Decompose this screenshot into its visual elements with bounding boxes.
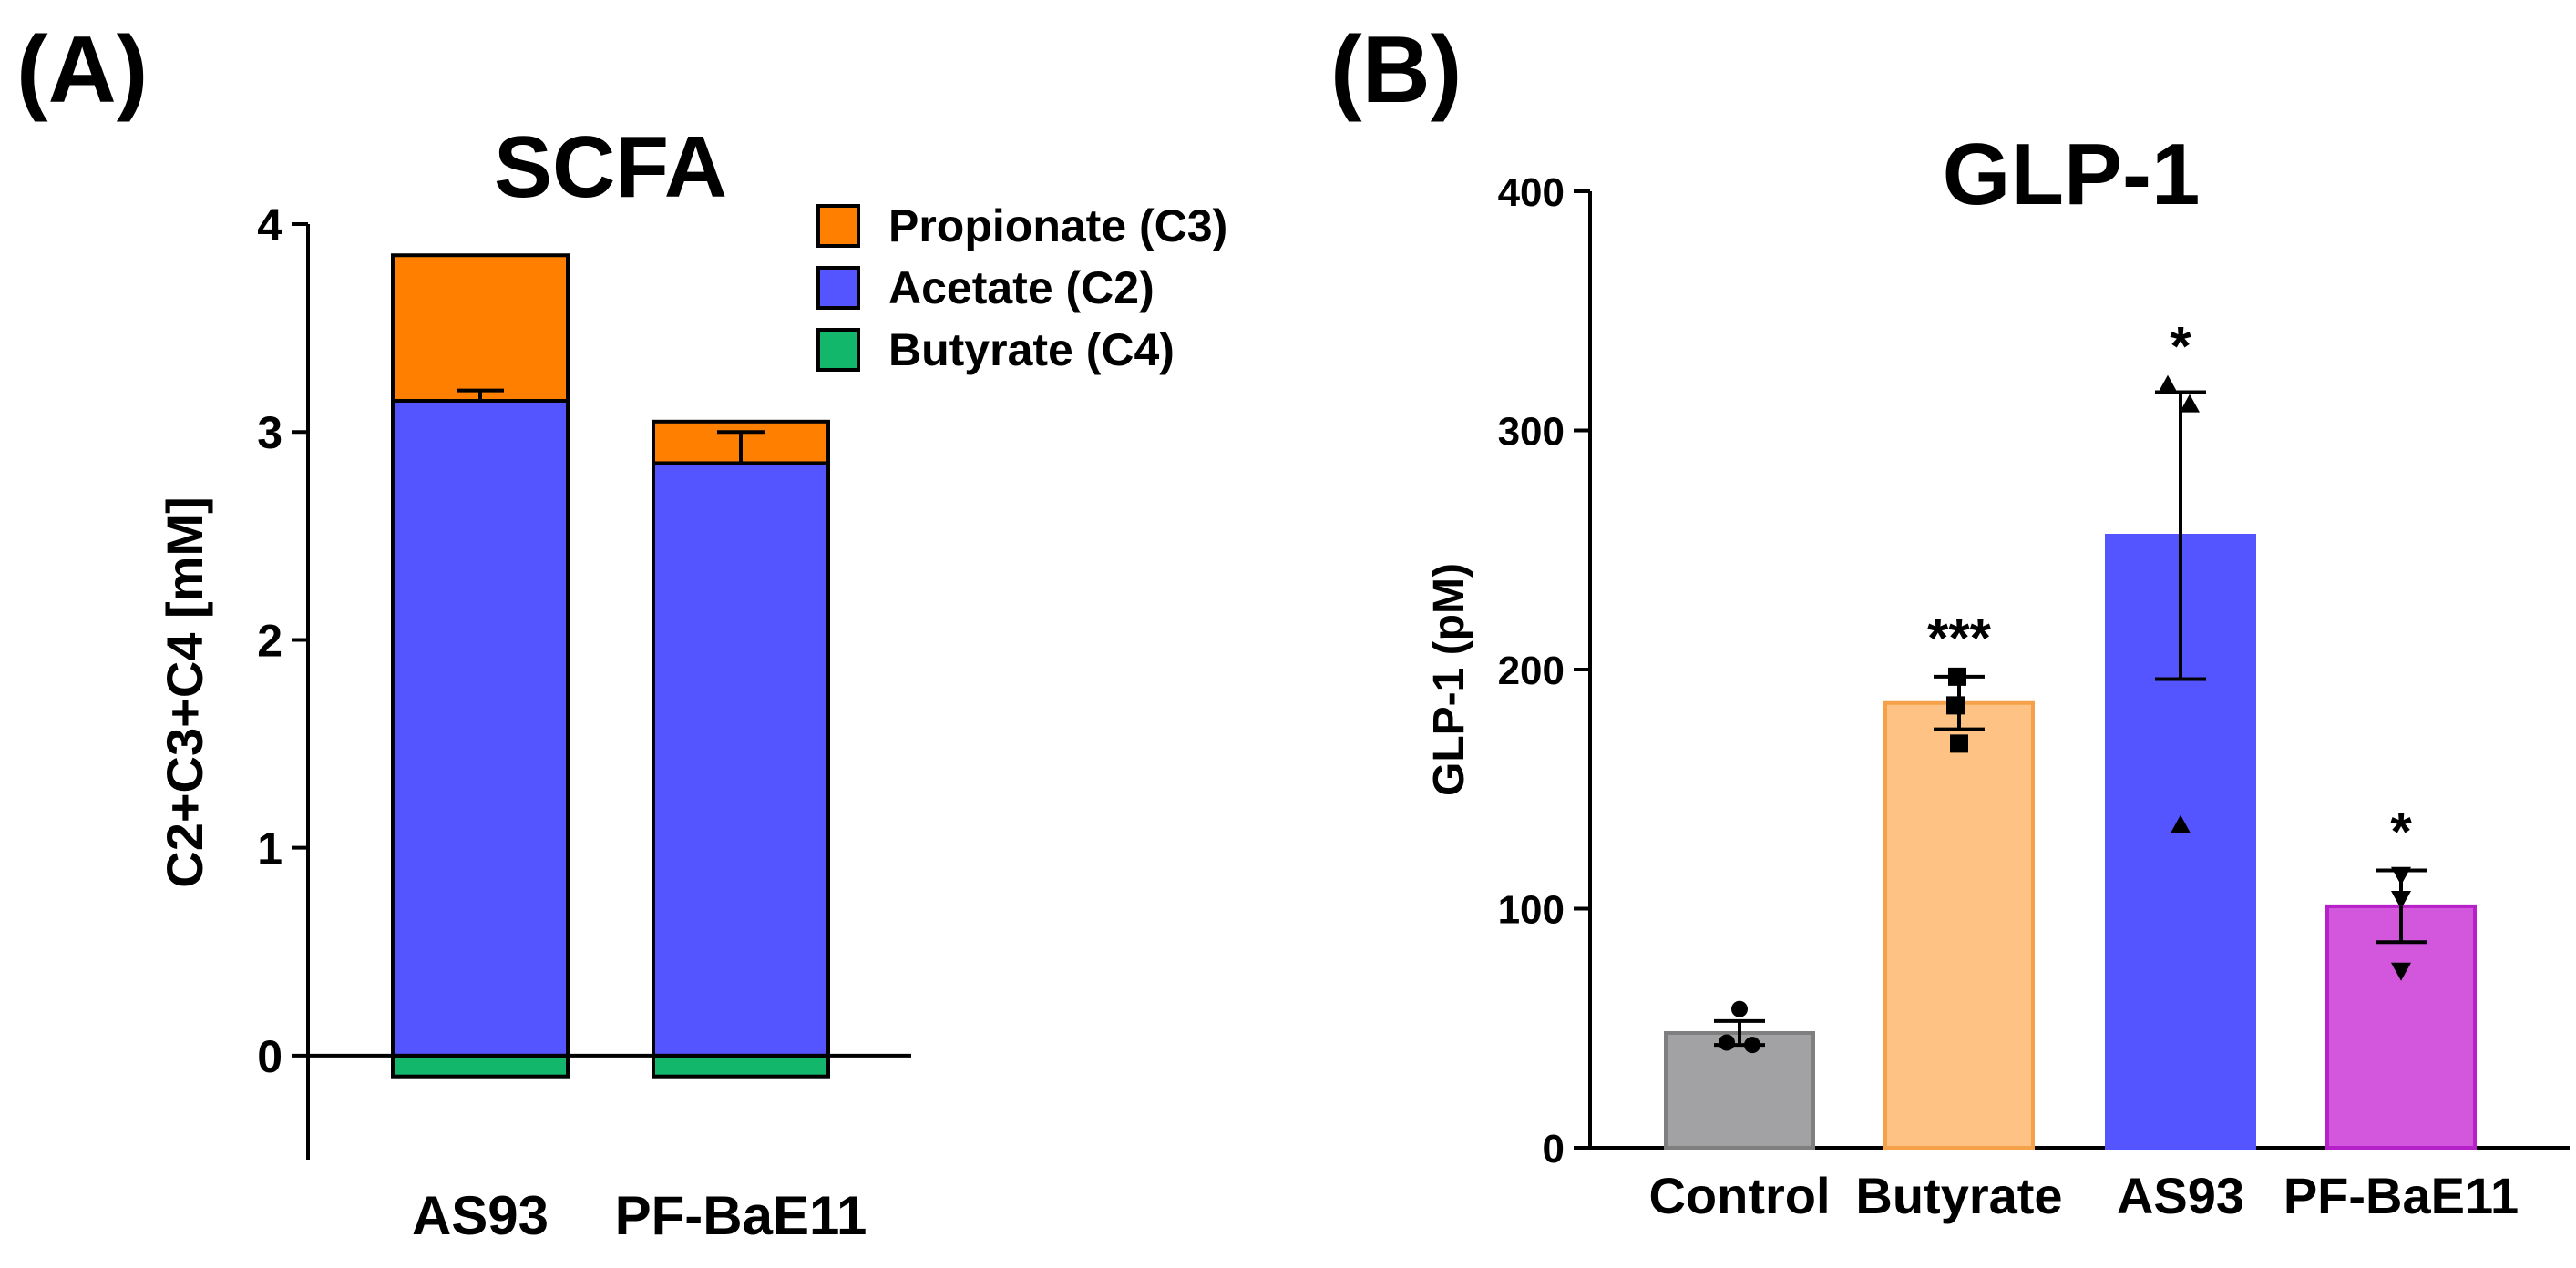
panel-a-bar-segment [652, 461, 830, 1058]
panel-b-data-point [2391, 866, 2411, 885]
panel-b-x-tick-label: Control [1648, 1167, 1830, 1224]
panel-b-x-tick-label: PF-BaE11 [2284, 1167, 2519, 1224]
panel-a-legend-swatch [816, 266, 860, 310]
panel-a-chart: SCFA C2+C3+C4 [mM] Propionate (C3) Acetat… [156, 118, 1227, 1246]
panel-a-legend-label: Propionate (C3) [888, 200, 1227, 251]
panel-b-data-point [1948, 667, 1966, 686]
panel-b-data-point [2391, 891, 2411, 909]
panel-b-bar [2325, 904, 2477, 1150]
panel-b-data-point [2171, 814, 2191, 833]
panel-b-title: GLP-1 [1943, 126, 2201, 223]
panel-a-y-tick-label: 0 [257, 1031, 282, 1082]
panel-b-data-point [1950, 734, 1968, 753]
panel-a-legend: Propionate (C3) Acetate (C2) Butyrate (C4) [816, 200, 1227, 375]
panel-b-data-point [1744, 1037, 1760, 1054]
panel-a-y-tick-label: 3 [257, 407, 282, 458]
panel-b-significance-marker: * [2390, 802, 2412, 863]
panel-b-data-point [2180, 394, 2200, 413]
panel-a-title: SCFA [494, 118, 727, 216]
panel-b-y-tick-label: 400 [1498, 170, 1565, 215]
panel-b-label: (B) [1330, 17, 1462, 123]
panel-b-y-axis-label: GLP-1 (pM) [1425, 563, 1473, 796]
panel-a-bar-segment [391, 398, 570, 1058]
panel-a-bar-segment [391, 253, 570, 403]
panel-a-y-tick-label: 4 [257, 199, 282, 251]
panel-b-bar [1883, 700, 2035, 1150]
panel-a-y-axis-label: C2+C3+C4 [mM] [156, 496, 213, 887]
panel-b-data-point [1946, 696, 1965, 715]
panel-b-data-point [1719, 1034, 1735, 1051]
panel-a-x-tick-label: PF-BaE11 [615, 1185, 867, 1246]
panel-b-data-point [1731, 1000, 1748, 1017]
panel-b-y-tick-label: 100 [1498, 888, 1565, 933]
panel-b-y-tick-label: 200 [1498, 649, 1565, 693]
panel-b-x-tick-label: AS93 [2117, 1167, 2244, 1224]
panel-a-legend-swatch [816, 328, 860, 372]
panel-b-data-point [2391, 962, 2411, 981]
panel-a-label: (A) [16, 17, 148, 123]
panel-b-significance-marker: * [2170, 316, 2191, 377]
panel-a-y-tick-label: 1 [257, 823, 282, 874]
panel-a-legend-label: Butyrate (C4) [888, 324, 1175, 375]
panel-a-x-tick-label: AS93 [412, 1185, 549, 1246]
panel-a-bar-segment [391, 1053, 570, 1079]
panel-a-legend-label: Acetate (C2) [888, 262, 1155, 313]
panel-b-y-tick-label: 0 [1543, 1127, 1565, 1171]
panel-b-x-tick-label: Butyrate [1855, 1167, 2062, 1224]
panel-b-data-point [2158, 374, 2178, 394]
panel-b-y-tick-label: 300 [1498, 410, 1565, 455]
panel-b-chart: GLP-1 GLP-1 (pM) 0100200300400Control***… [1425, 126, 2570, 1224]
panel-b-bar [1664, 1031, 1815, 1150]
panel-a-bar-segment [652, 1053, 830, 1079]
panel-b-significance-marker: *** [1927, 608, 1992, 669]
panel-a-legend-swatch [816, 204, 860, 248]
panel-a-y-tick-label: 2 [257, 615, 282, 666]
